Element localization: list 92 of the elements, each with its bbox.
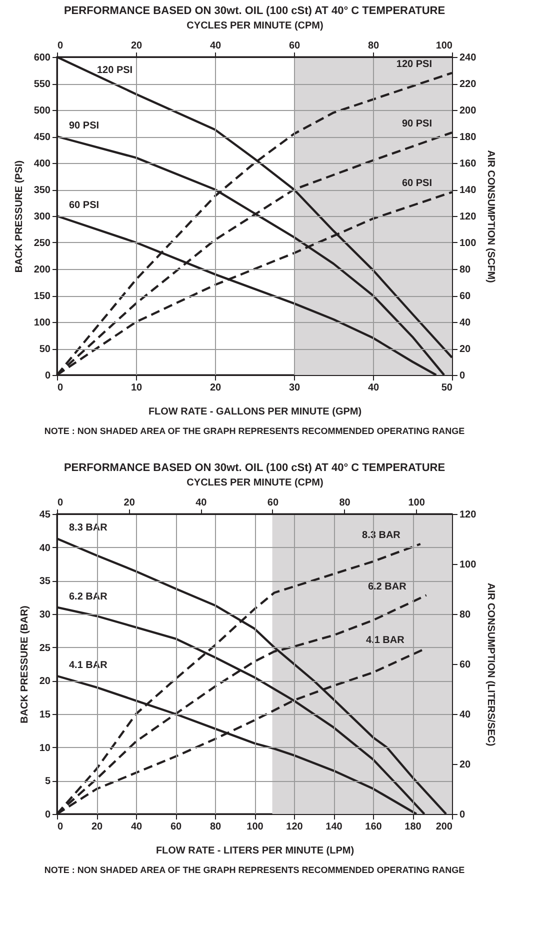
y-tick-label: 45 — [39, 510, 51, 520]
y2-tick-label: 180 — [460, 132, 477, 143]
x2-tick-label: 100 — [436, 40, 453, 52]
y-tick-label: 500 — [34, 106, 51, 116]
y2-tick-label: 40 — [460, 318, 472, 328]
y-tick-label: 0 — [44, 810, 51, 820]
y2-axis-title: AIR CONSUMPTION (SCFM) — [485, 150, 496, 283]
x-tick-label: 120 — [286, 822, 304, 832]
y2-tick-label: 80 — [460, 610, 472, 620]
x-tick-label: 10 — [130, 382, 142, 394]
y2-tick-label: 40 — [460, 710, 472, 720]
y-tick-label: 100 — [34, 318, 51, 328]
y2-tick-label: 100 — [460, 560, 477, 570]
series-label: 60 PSI — [402, 178, 432, 190]
y-tick-label: 350 — [34, 185, 51, 196]
y-tick-label: 15 — [39, 710, 51, 720]
y-tick-label: 250 — [34, 238, 51, 249]
y-tick-label: 40 — [39, 542, 51, 554]
x2-axis-title: CYCLES PER MINUTE (CPM) — [186, 478, 324, 488]
series-label: 6.2 BAR — [368, 581, 408, 592]
x-tick-label: 20 — [210, 382, 222, 394]
x2-tick-label: 0 — [58, 498, 64, 508]
y-tick-label: 10 — [39, 742, 51, 754]
y2-tick-label: 240 — [460, 52, 477, 64]
x-tick-label: 100 — [246, 822, 264, 832]
y2-tick-label: 20 — [460, 760, 472, 770]
x2-tick-label: 80 — [368, 40, 380, 52]
y-axis-title: BACK PRESSURE (PSI) — [14, 160, 25, 273]
x-tick-label: 30 — [288, 382, 300, 394]
series-label: 60 PSI — [69, 200, 100, 211]
y-tick-label: 0 — [44, 370, 51, 382]
x2-axis-title: CYCLES PER MINUTE (CPM) — [186, 20, 324, 32]
x-tick-label: 50 — [441, 382, 453, 394]
y-axis-title: BACK PRESSURE (BAR) — [19, 606, 30, 724]
y2-tick-label: 80 — [460, 264, 472, 276]
y-tick-label: 600 — [34, 52, 51, 64]
x2-tick-label: 20 — [124, 498, 136, 508]
x-axis-title: FLOW RATE - LITERS PER MINUTE (LPM) — [156, 846, 354, 856]
x2-tick-label: 60 — [288, 40, 300, 52]
x-tick-label: 200 — [436, 822, 453, 832]
y2-tick-label: 160 — [460, 158, 477, 170]
x2-tick-label: 40 — [196, 498, 208, 508]
series-label: 120 PSI — [396, 58, 432, 70]
x-axis-title: FLOW RATE - GALLONS PER MINUTE (GPM) — [148, 406, 362, 418]
y2-tick-label: 200 — [460, 106, 477, 116]
y2-tick-label: 220 — [460, 79, 477, 90]
y-tick-label: 25 — [39, 642, 51, 654]
x-tick-label: 40 — [368, 382, 380, 394]
y-tick-label: 5 — [44, 776, 51, 788]
x-tick-label: 0 — [58, 822, 64, 832]
y-tick-label: 30 — [39, 610, 51, 620]
y-tick-label: 50 — [39, 344, 51, 355]
y2-tick-label: 20 — [460, 344, 472, 355]
text: NOTE : NON SHADED AREA OF THE GRAPH REPRESENTS RECOMMENDED OPERATING RANGE — [44, 426, 465, 436]
x2-tick-label: 60 — [267, 498, 279, 508]
y2-tick-label: 120 — [460, 212, 477, 222]
y-tick-label: 550 — [34, 79, 51, 90]
y-tick-label: 200 — [34, 264, 51, 276]
x2-tick-label: 100 — [408, 498, 426, 508]
x-tick-label: 160 — [365, 822, 382, 832]
y-tick-label: 450 — [34, 132, 51, 143]
x2-tick-label: 20 — [130, 40, 142, 52]
x-tick-label: 20 — [91, 822, 103, 832]
x2-tick-label: 80 — [339, 498, 351, 508]
y-tick-label: 150 — [34, 291, 51, 302]
x2-tick-label: 0 — [58, 40, 64, 52]
x-tick-label: 180 — [404, 822, 422, 832]
series-label: 4.1 BAR — [366, 635, 406, 646]
series-label: 90 PSI — [402, 118, 432, 130]
y2-tick-label: 140 — [460, 185, 477, 196]
y-tick-label: 300 — [34, 212, 51, 222]
y2-tick-label: 0 — [460, 810, 466, 820]
chart-title: PERFORMANCE BASED ON 30wt. OIL (100 cSt) AT 40° C TEMPERATURE — [64, 5, 446, 17]
x-tick-label: 80 — [210, 822, 222, 832]
y2-tick-label: 60 — [460, 660, 472, 670]
y2-tick-label: 0 — [460, 370, 466, 382]
chart-title: PERFORMANCE BASED ON 30wt. OIL (100 cSt) AT 40° C TEMPERATURE — [64, 462, 446, 474]
series-label: 90 PSI — [69, 120, 100, 132]
x-tick-label: 40 — [130, 822, 142, 832]
x-tick-label: 60 — [170, 822, 182, 832]
text: NOTE : NON SHADED AREA OF THE GRAPH REPRESENTS RECOMMENDED OPERATING RANGE — [44, 865, 465, 875]
x2-tick-label: 40 — [210, 40, 222, 52]
y-tick-label: 400 — [34, 158, 51, 170]
y-tick-label: 35 — [39, 576, 51, 588]
y2-tick-label: 60 — [460, 291, 472, 302]
x-tick-label: 140 — [326, 822, 343, 832]
y2-axis-title: AIR CONSUMPTION (LITERS/SEC) — [485, 582, 496, 746]
y-tick-label: 20 — [39, 676, 51, 688]
y2-tick-label: 120 — [460, 510, 477, 520]
y2-tick-label: 100 — [460, 238, 477, 249]
x-tick-label: 0 — [58, 382, 64, 394]
series-label: 120 PSI — [97, 65, 133, 76]
